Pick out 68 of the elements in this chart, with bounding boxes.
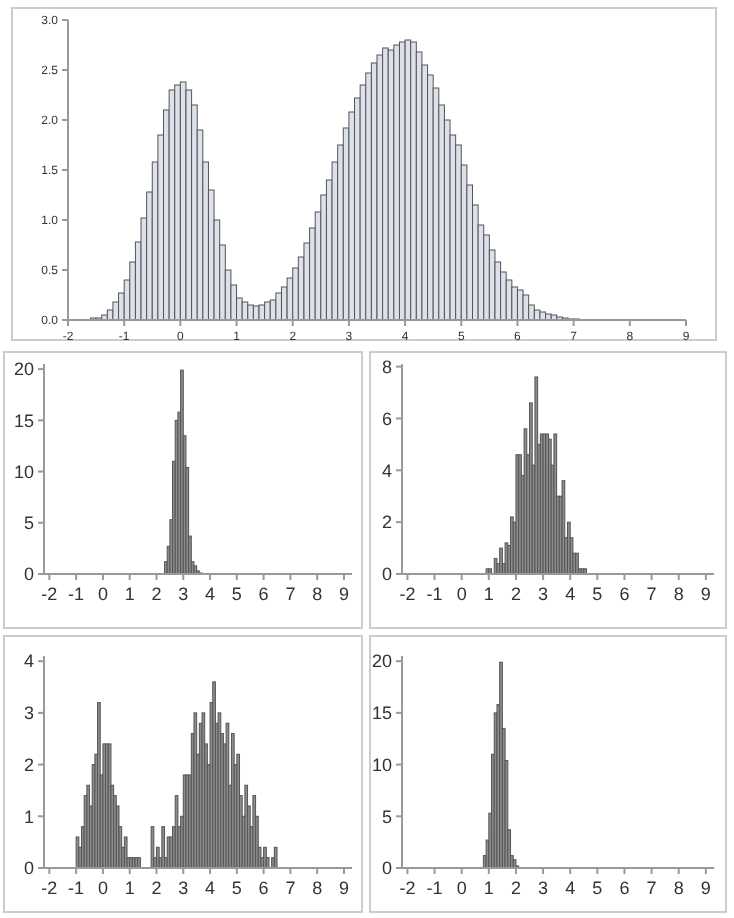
x-tick-label: 9: [700, 584, 711, 604]
x-tick-label: 2: [510, 878, 521, 898]
y-tick-label: 10: [371, 754, 392, 775]
y-tick-label: 5: [23, 513, 34, 534]
x-tick-label: 0: [456, 878, 467, 898]
x-tick-label: 1: [483, 584, 494, 604]
x-tick-label: 9: [700, 878, 711, 898]
x-tick-label: 5: [231, 878, 242, 898]
x-tick-label: 8: [673, 584, 684, 604]
x-tick-label: 0: [97, 584, 108, 604]
x-tick-label: 9: [338, 878, 349, 898]
x-tick-label: 4: [205, 878, 216, 898]
x-tick-label: 4: [565, 584, 576, 604]
x-tick-label: 5: [592, 878, 603, 898]
y-tick-label: 20: [371, 651, 392, 672]
x-tick-label: -2: [41, 878, 58, 898]
x-tick-label: 3: [538, 584, 549, 604]
x-tick-label: 8: [312, 584, 323, 604]
y-tick-label: 2: [23, 754, 34, 775]
y-tick-label: 0: [381, 858, 392, 879]
y-tick-label: 15: [371, 703, 392, 724]
x-tick-label: 2: [151, 878, 162, 898]
y-tick-label: 4: [381, 460, 392, 481]
x-tick-label: 4: [205, 584, 216, 604]
x-tick-label: 6: [258, 878, 269, 898]
x-tick-label: 1: [124, 878, 135, 898]
x-tick-label: 8: [673, 878, 684, 898]
x-tick-label: 6: [619, 584, 630, 604]
x-tick-label: 3: [178, 878, 189, 898]
y-tick-label: 5: [381, 806, 392, 827]
x-tick-label: 7: [285, 878, 296, 898]
x-tick-label: 7: [285, 584, 296, 604]
x-tick-label: 0: [97, 878, 108, 898]
x-tick-label: 7: [646, 584, 657, 604]
y-tick-label: 2: [381, 512, 392, 533]
x-tick-label: 9: [338, 584, 349, 604]
x-tick-label: 8: [312, 878, 323, 898]
x-tick-label: -1: [68, 878, 85, 898]
x-tick-label: 0: [456, 584, 467, 604]
x-tick-label: 2: [510, 584, 521, 604]
x-tick-label: 4: [565, 878, 576, 898]
y-tick-label: 6: [381, 408, 392, 429]
x-tick-label: 2: [151, 584, 162, 604]
y-tick-label: 0: [23, 858, 34, 879]
x-tick-label: -1: [426, 584, 443, 604]
x-tick-label: -1: [426, 878, 443, 898]
x-tick-label: 3: [538, 878, 549, 898]
y-tick-label: 0: [381, 564, 392, 585]
y-tick-label: 0: [23, 564, 34, 585]
y-tick-label: 4: [23, 651, 34, 672]
x-tick-label: 3: [178, 584, 189, 604]
x-tick-label: 1: [483, 878, 494, 898]
y-tick-label: 3: [23, 703, 34, 724]
x-tick-label: -1: [68, 584, 85, 604]
x-tick-label: 5: [592, 584, 603, 604]
y-tick-label: 8: [381, 356, 392, 377]
x-tick-label: -2: [399, 584, 416, 604]
y-tick-label: 15: [13, 410, 34, 431]
x-tick-label: 5: [231, 584, 242, 604]
x-tick-label: -2: [41, 584, 58, 604]
x-tick-label: 7: [646, 878, 657, 898]
x-tick-label: -2: [399, 878, 416, 898]
x-tick-label: 6: [619, 878, 630, 898]
y-tick-label: 10: [13, 461, 34, 482]
x-tick-label: 6: [258, 584, 269, 604]
y-tick-label: 1: [23, 806, 34, 827]
x-tick-label: 1: [124, 584, 135, 604]
y-tick-label: 20: [13, 359, 34, 380]
